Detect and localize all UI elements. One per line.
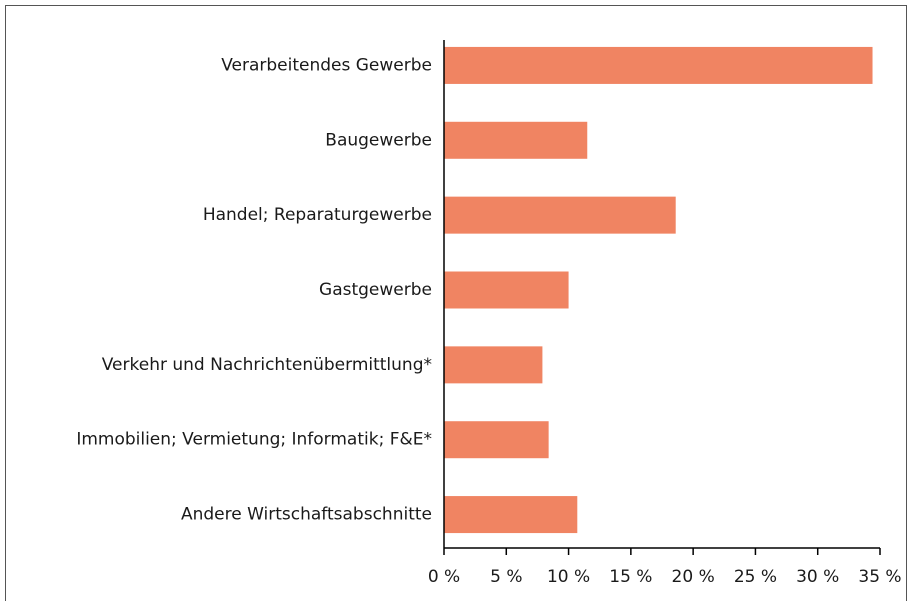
bar	[444, 346, 543, 384]
x-tick-label: 5 %	[490, 567, 522, 587]
bar	[444, 121, 588, 159]
x-tick-label: 35 %	[858, 567, 901, 587]
y-tick-label: Verarbeitendes Gewerbe	[221, 55, 432, 75]
x-tick-label: 25 %	[734, 567, 777, 587]
y-tick-label: Andere Wirtschaftsabschnitte	[181, 505, 432, 525]
x-tick-label: 30 %	[796, 567, 839, 587]
x-tick-label: 0 %	[428, 567, 460, 587]
y-tick-label: Baugewerbe	[325, 130, 432, 150]
bar	[444, 496, 578, 534]
y-tick-label: Gastgewerbe	[319, 280, 432, 300]
bar	[444, 271, 569, 309]
y-tick-label: Immobilien; Vermietung; Informatik; F&E*	[76, 430, 432, 450]
x-tick-label: 15 %	[609, 567, 652, 587]
y-tick-label: Handel; Reparaturgewerbe	[203, 205, 432, 225]
x-tick-label: 10 %	[547, 567, 590, 587]
bar	[444, 196, 676, 234]
y-tick-label: Verkehr und Nachrichtenübermittlung*	[102, 355, 432, 375]
bar	[444, 46, 873, 84]
frame	[5, 5, 907, 605]
bar	[444, 421, 549, 459]
x-tick-label: 20 %	[672, 567, 715, 587]
